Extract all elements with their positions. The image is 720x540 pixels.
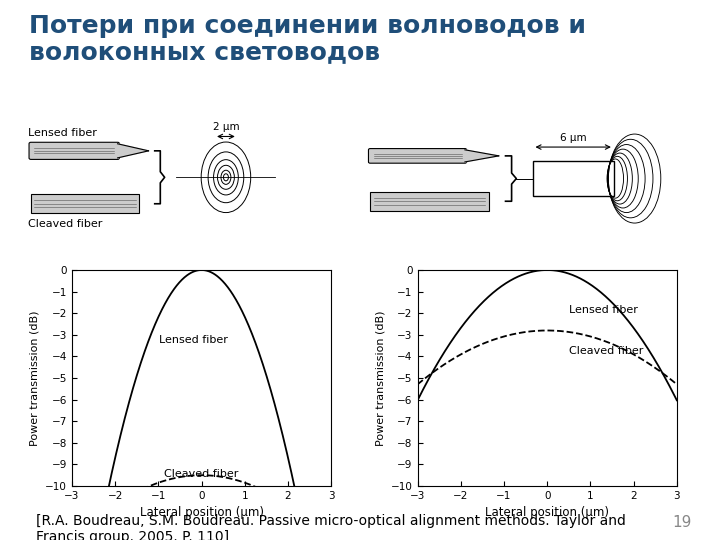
X-axis label: Lateral position (μm): Lateral position (μm) <box>140 507 264 519</box>
Bar <box>533 161 613 196</box>
Bar <box>370 192 489 211</box>
Text: Cleaved fiber: Cleaved fiber <box>28 219 102 229</box>
Polygon shape <box>465 150 499 162</box>
Text: 19: 19 <box>672 515 691 530</box>
Text: 2 μm: 2 μm <box>212 122 239 132</box>
Text: волоконных световодов: волоконных световодов <box>29 40 380 64</box>
Text: Cleaved fiber: Cleaved fiber <box>164 469 239 479</box>
Text: 6 μm: 6 μm <box>560 133 587 143</box>
Bar <box>31 194 139 213</box>
FancyBboxPatch shape <box>369 148 467 163</box>
Polygon shape <box>117 144 148 158</box>
Text: [R.A. Boudreau, S.M. Boudreau. Passive micro-optical alignment methods. Taylor a: [R.A. Boudreau, S.M. Boudreau. Passive m… <box>36 514 626 540</box>
Text: Lensed fiber: Lensed fiber <box>158 335 228 345</box>
Text: Lensed fiber: Lensed fiber <box>28 128 96 138</box>
Y-axis label: Power transmission (dB): Power transmission (dB) <box>375 310 385 446</box>
Text: Потери при соединении волноводов и: Потери при соединении волноводов и <box>29 14 586 37</box>
Text: Lensed fiber: Lensed fiber <box>569 305 638 315</box>
Y-axis label: Power transmission (dB): Power transmission (dB) <box>30 310 40 446</box>
FancyBboxPatch shape <box>29 142 120 159</box>
X-axis label: Lateral position (μm): Lateral position (μm) <box>485 507 609 519</box>
Text: Cleaved fiber: Cleaved fiber <box>569 346 643 356</box>
